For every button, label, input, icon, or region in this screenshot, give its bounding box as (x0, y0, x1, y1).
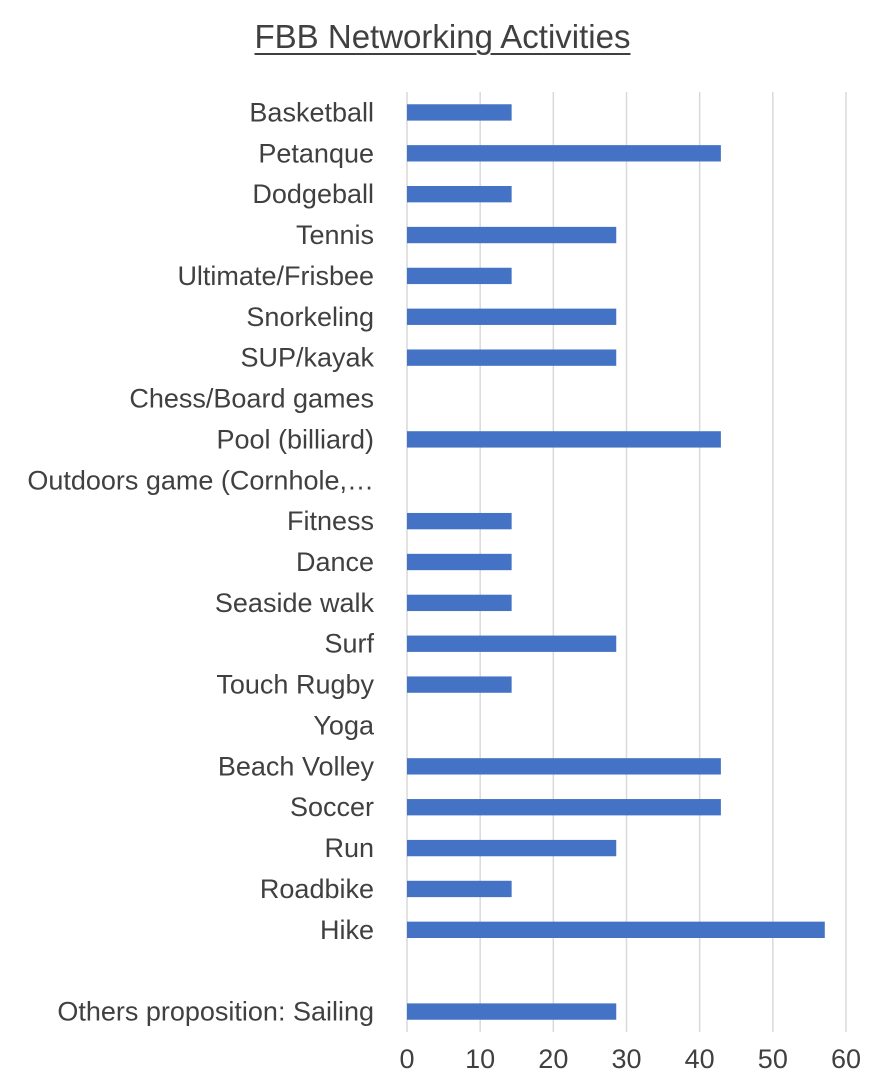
category-label: Pool (billiard) (216, 424, 374, 454)
chart-title-text: FBB Networking Activities (254, 18, 631, 55)
x-axis-tick-labels: 0 10 20 30 40 50 60 (399, 1044, 861, 1074)
bar (407, 880, 512, 898)
category-label: Beach Volley (218, 751, 375, 781)
bar (407, 839, 617, 857)
category-label: Touch Rugby (216, 670, 374, 700)
category-label: Ultimate/Frisbee (177, 261, 374, 291)
bar (407, 594, 512, 612)
bar (407, 267, 512, 285)
bar (407, 349, 617, 366)
x-tick-label: 10 (465, 1044, 495, 1074)
chart-title: FBB Networking Activities (0, 18, 885, 56)
category-label: Others proposition: Sailing (57, 997, 374, 1027)
category-label: Yoga (313, 710, 375, 740)
x-tick-label: 0 (399, 1044, 414, 1074)
category-label: Outdoors game (Cornhole,… (27, 465, 374, 495)
bar (407, 799, 721, 816)
bar (407, 758, 721, 775)
bar (407, 921, 825, 938)
x-tick-label: 40 (685, 1044, 715, 1074)
category-label: SUP/kayak (240, 343, 374, 373)
x-tick-label: 20 (538, 1044, 568, 1074)
category-label: Tennis (296, 220, 374, 250)
bar (407, 512, 512, 530)
category-label: Dance (296, 547, 374, 577)
bar (407, 635, 617, 652)
category-label: Soccer (290, 792, 374, 822)
bar (407, 104, 512, 121)
category-label: Seaside walk (215, 588, 375, 618)
bar (407, 226, 617, 244)
bar (407, 431, 721, 448)
bar (407, 308, 617, 325)
x-tick-label: 60 (831, 1044, 861, 1074)
bar (407, 676, 512, 693)
category-label: Petanque (258, 138, 374, 168)
category-label: Fitness (287, 506, 374, 536)
bar (407, 553, 512, 571)
bars (407, 104, 825, 1020)
bar (407, 145, 721, 162)
bar (407, 186, 512, 203)
category-label: Run (324, 833, 374, 863)
x-tick-label: 50 (758, 1044, 788, 1074)
bar (407, 1003, 617, 1020)
category-label: Chess/Board games (129, 384, 374, 414)
category-labels: Basketball Petanque Dodgeball Tennis Ultimat… (27, 97, 375, 1026)
category-label: Dodgeball (252, 179, 374, 209)
x-tick-label: 30 (611, 1044, 641, 1074)
category-label: Surf (324, 629, 374, 659)
category-label: Roadbike (260, 874, 374, 904)
category-label: Basketball (249, 97, 374, 127)
category-label: Snorkeling (246, 302, 374, 332)
category-label: Hike (320, 915, 374, 945)
